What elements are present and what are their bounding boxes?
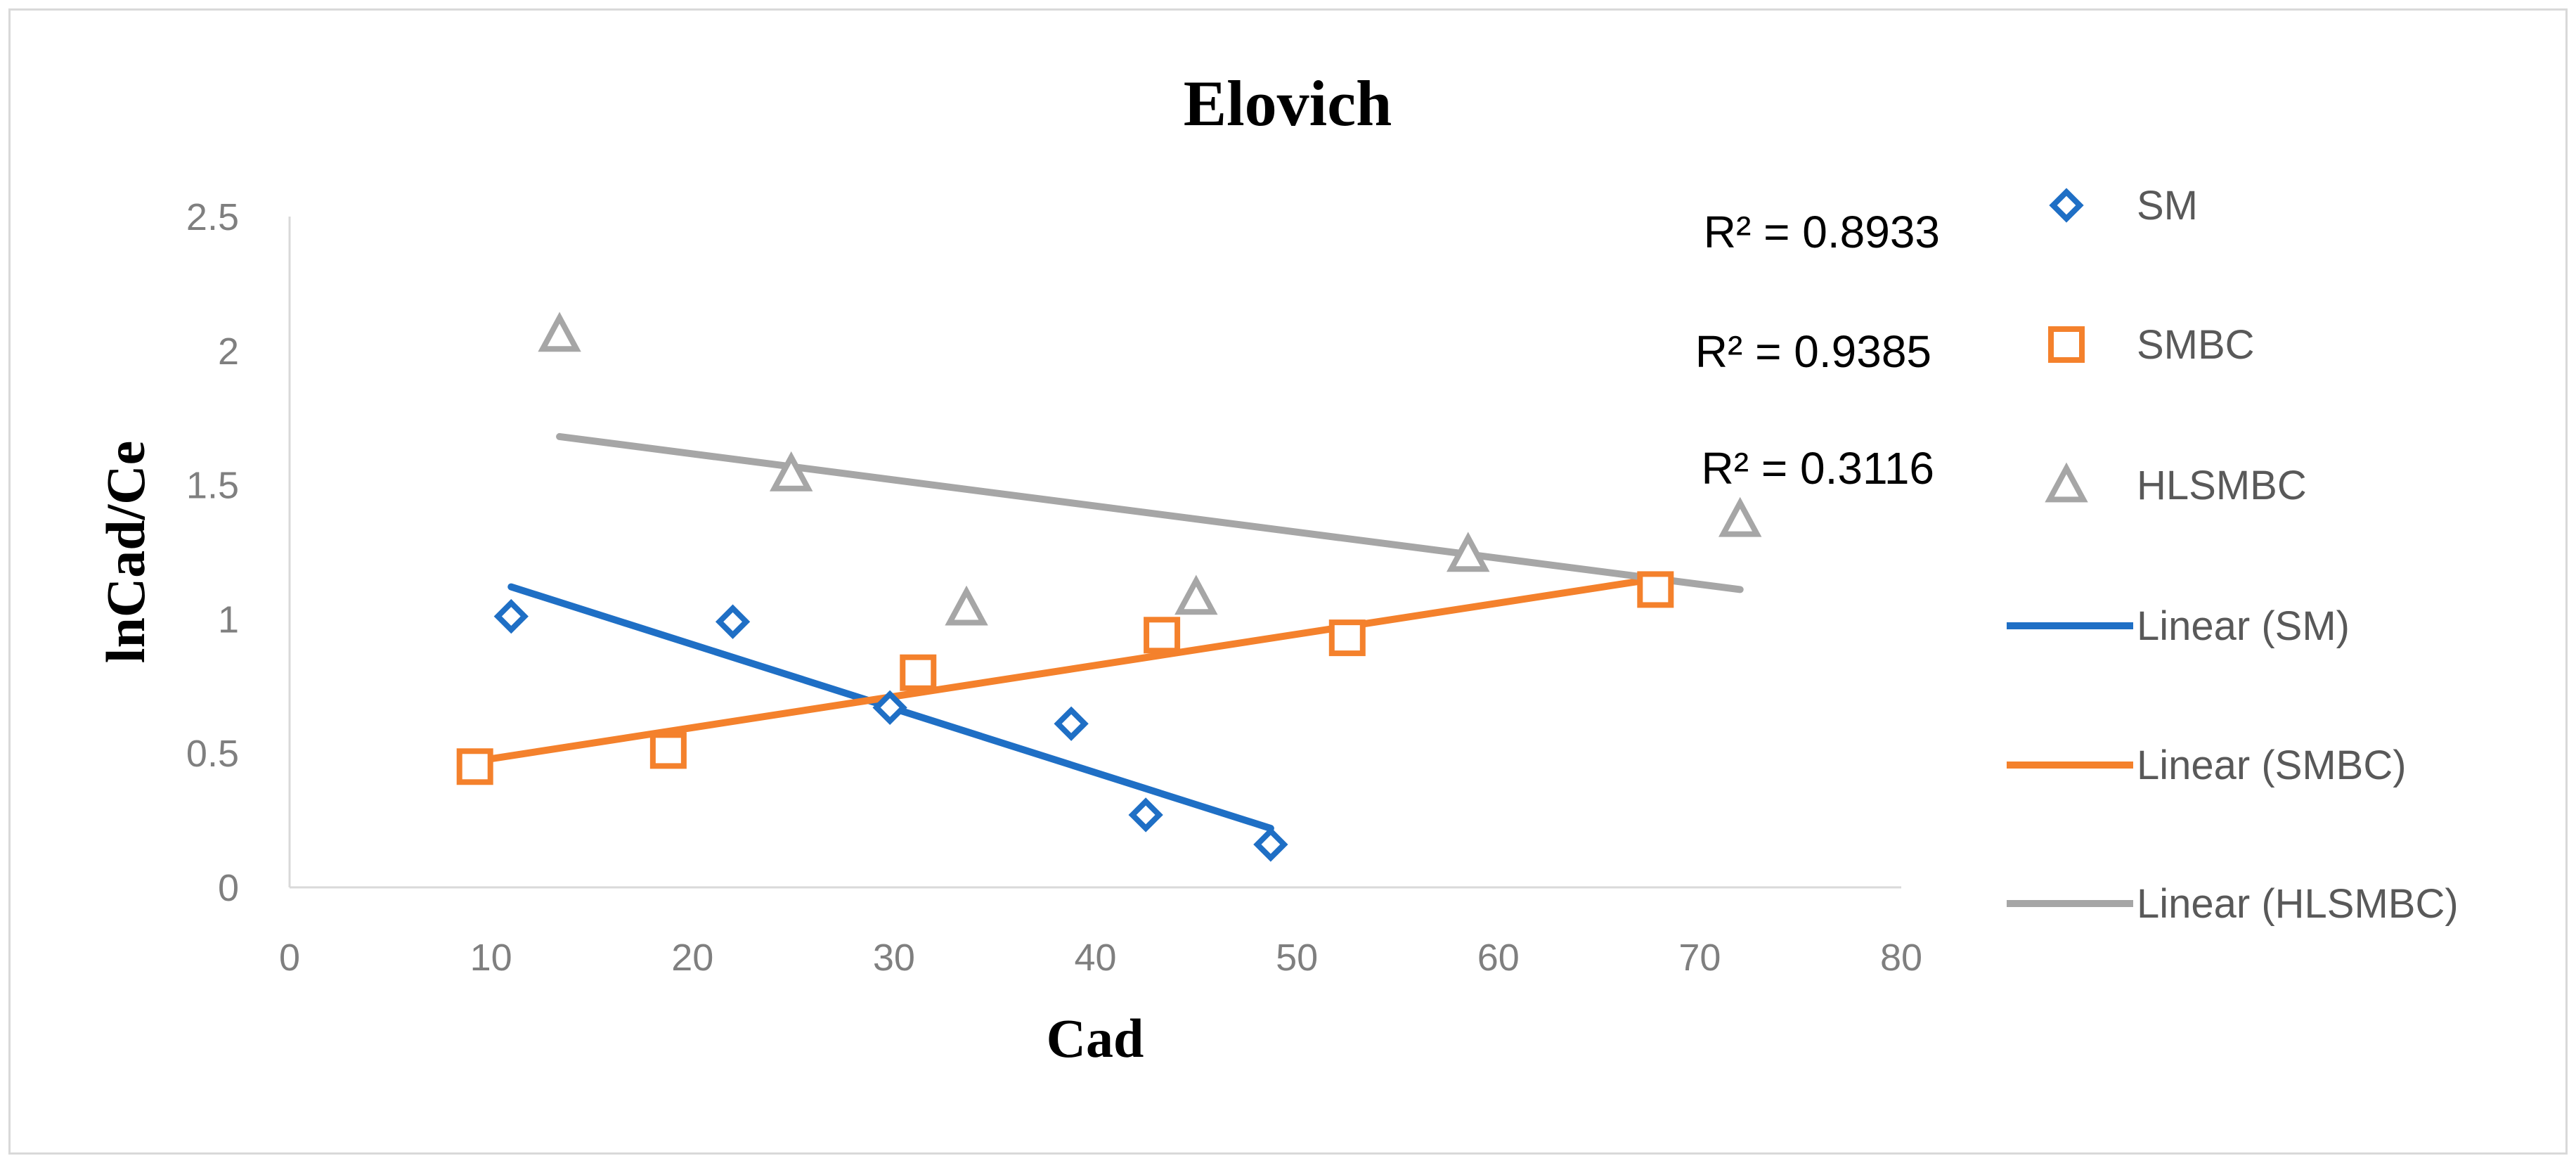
data-point-hlsmbc <box>538 311 581 352</box>
x-tick-label: 70 <box>1678 937 1721 979</box>
data-point-hlsmbc <box>1446 532 1490 572</box>
x-axis-title: Cad <box>1047 1008 1144 1069</box>
data-point-hlsmbc <box>1718 496 1762 537</box>
trendline-smbc <box>471 575 1659 765</box>
x-tick-label: 10 <box>470 937 512 979</box>
legend-label-linear-smbc: Linear (SMBC) <box>2137 743 2407 788</box>
legend-label-sm: SM <box>2137 183 2198 229</box>
x-tick-label: 0 <box>279 937 300 979</box>
chart-title: Elovich <box>1184 68 1392 139</box>
data-point-smbc <box>649 732 687 769</box>
legend-marker-hlsmbc <box>2045 462 2088 503</box>
x-tick-label: 60 <box>1477 937 1520 979</box>
r2-annotation-hlsmbc: R² = 0.3116 <box>1702 443 1934 494</box>
data-point-sm <box>1253 827 1288 862</box>
data-point-smbc <box>1144 617 1181 654</box>
trendlines <box>471 432 1744 833</box>
legend-label-linear-sm: Linear (SM) <box>2137 603 2350 649</box>
y-tick-label: 0 <box>218 867 239 909</box>
x-tick-label: 50 <box>1276 937 1318 979</box>
data-point-hlsmbc <box>945 585 988 626</box>
data-point-smbc <box>900 654 937 691</box>
y-tick-labels: 0 0.5 1 1.5 2 2.5 <box>186 196 239 909</box>
legend-label-hlsmbc: HLSMBC <box>2137 463 2307 508</box>
data-point-smbc <box>1328 619 1366 657</box>
y-tick-label: 0.5 <box>186 733 239 775</box>
data-point-sm <box>493 598 529 634</box>
data-point-sm <box>1128 797 1163 833</box>
legend-marker-sm <box>2049 188 2084 223</box>
data-point-hlsmbc <box>1174 574 1218 615</box>
x-tick-label: 40 <box>1074 937 1116 979</box>
y-tick-label: 2.5 <box>186 196 239 238</box>
y-axis-title: lnCad/Ce <box>95 441 156 663</box>
legend-marker-smbc <box>2048 326 2085 363</box>
x-tick-labels: 0 10 20 30 40 50 60 70 80 <box>279 937 1922 979</box>
r2-annotation-sm: R² = 0.8933 <box>1704 207 1940 257</box>
r2-annotation-smbc: R² = 0.9385 <box>1695 326 1931 377</box>
y-tick-label: 2 <box>218 330 239 373</box>
data-point-hlsmbc <box>769 451 813 491</box>
legend: SM SMBC HLSMBC Linear (SM) Linear (SMBC) Line… <box>2007 183 2459 927</box>
chart-frame <box>8 8 2568 1155</box>
data-point-sm <box>1054 706 1089 741</box>
data-point-sm <box>715 604 751 639</box>
legend-label-smbc: SMBC <box>2137 322 2255 368</box>
data-point-sm <box>872 690 907 725</box>
data-markers <box>456 311 1762 862</box>
trendline-hlsmbc <box>556 432 1744 593</box>
x-tick-label: 20 <box>671 937 713 979</box>
data-point-smbc <box>456 748 493 785</box>
y-tick-label: 1 <box>218 598 239 641</box>
x-tick-label: 30 <box>873 937 915 979</box>
data-point-smbc <box>1637 571 1674 608</box>
y-tick-label: 1.5 <box>186 465 239 507</box>
plot-area <box>288 217 1901 889</box>
x-tick-label: 80 <box>1880 937 1922 979</box>
legend-label-linear-hlsmbc: Linear (HLSMBC) <box>2137 881 2459 927</box>
